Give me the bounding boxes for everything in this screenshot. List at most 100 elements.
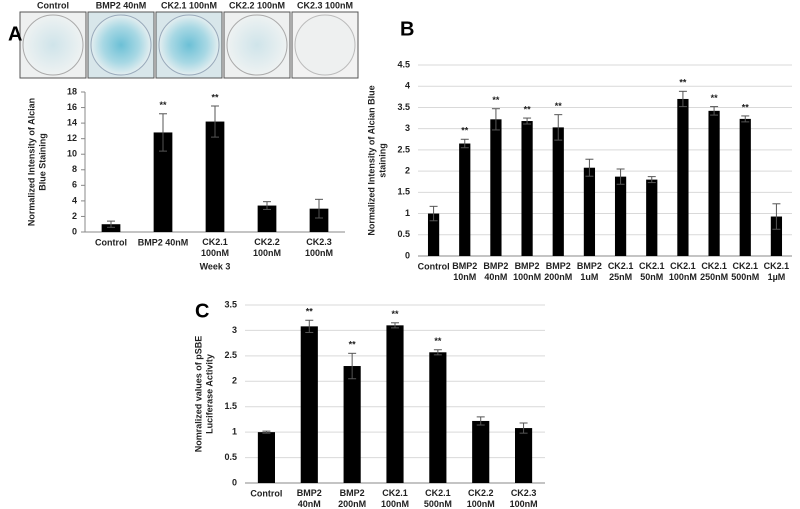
y-axis-label-line: Luciferase Activity <box>205 354 215 434</box>
x-tick-label: CK2.1 25nM <box>608 261 634 282</box>
y-tick-label: 14 <box>67 117 77 127</box>
bar <box>205 121 225 232</box>
significance-marker: ** <box>524 104 532 114</box>
x-tick-label-line: CK2.1 <box>670 261 696 271</box>
y-tick-label: 1 <box>405 208 410 218</box>
bar <box>677 98 689 256</box>
x-tick-label: BMP2 200nM <box>544 261 572 282</box>
y-tick-label: 1.5 <box>397 187 410 197</box>
bar <box>257 432 275 483</box>
x-tick-label-line: CK2.2 <box>254 237 280 247</box>
significance-marker: ** <box>492 95 500 105</box>
y-tick-label: 12 <box>67 133 77 143</box>
bar <box>101 224 121 232</box>
image-label: CK2.1 100nM <box>161 0 217 10</box>
x-tick-label-line: BMP2 <box>297 488 322 498</box>
significance-marker: ** <box>349 340 357 350</box>
y-axis-label-line: Nomralized values of pSBE <box>194 336 204 453</box>
bar <box>257 205 277 232</box>
bar <box>490 119 502 256</box>
x-tick-label: BMP2 1uM <box>577 261 602 282</box>
y-axis-label-line: Normalized Intensity of Alcian Blue <box>367 85 377 235</box>
y-tick-label: 1 <box>232 427 237 437</box>
dish <box>90 14 152 76</box>
x-tick-label-line: CK2.1 <box>701 261 727 271</box>
y-tick-label: 0.5 <box>224 452 237 462</box>
y-tick-label: 3 <box>232 325 237 335</box>
image-label: BMP2 40nM <box>96 0 147 10</box>
x-tick-label-line: 100nM <box>381 499 409 509</box>
x-tick-label-line: CK2.1 <box>732 261 758 271</box>
x-tick-label: CK2.3 100nM <box>305 237 333 258</box>
x-tick-label-line: 100nM <box>669 272 697 282</box>
y-axis-label-line: Blue Staining <box>38 133 48 191</box>
y-axis-label-line: staining <box>378 143 388 178</box>
bar <box>521 121 533 256</box>
x-tick-label-line: 250nM <box>700 272 728 282</box>
y-tick-label: 1.5 <box>224 401 237 411</box>
x-tick-label-line: 200nM <box>544 272 572 282</box>
x-tick-label-line: 50nM <box>640 272 663 282</box>
y-tick-label: 2.5 <box>397 144 410 154</box>
bar <box>515 428 533 483</box>
significance-marker: ** <box>555 101 563 111</box>
y-axis-label: Normalized Intensity of AlcianBlue Stain… <box>27 98 48 226</box>
y-tick-label: 3.5 <box>224 299 237 309</box>
y-tick-label: 0 <box>72 226 77 236</box>
x-tick-label-line: 100nM <box>201 248 229 258</box>
y-tick-label: 2.5 <box>224 350 237 360</box>
significance-marker: ** <box>711 93 719 103</box>
x-tick-label-line: 1uM <box>580 272 598 282</box>
x-tick-label-line: 40nM <box>484 272 507 282</box>
x-tick-label-line: 100nM <box>513 272 541 282</box>
y-tick-label: 16 <box>67 102 77 112</box>
x-tick-label: BMP2 40nM <box>483 261 508 282</box>
y-tick-label: 10 <box>67 149 77 159</box>
x-tick-label-line: CK2.1 <box>202 237 228 247</box>
dish <box>158 14 220 76</box>
y-axis-label: Normalized Intensity of Alcian Bluestain… <box>367 85 388 235</box>
image-label: Control <box>37 0 69 10</box>
x-tick-label-line: 1µM <box>768 272 786 282</box>
bar <box>343 366 361 483</box>
bar <box>429 352 447 483</box>
x-tick-label: CK2.1 500nM <box>424 488 452 509</box>
significance-marker: ** <box>306 307 314 317</box>
bar <box>153 132 173 232</box>
x-axis-label: Week 3 <box>200 261 231 271</box>
x-tick-label-line: 10nM <box>453 272 476 282</box>
y-tick-label: 6 <box>72 180 77 190</box>
x-tick-label: CK2.1 50nM <box>639 261 665 282</box>
x-tick-label-line: 40nM <box>298 499 321 509</box>
y-tick-label: 18 <box>67 86 77 96</box>
x-tick-label: CK2.1 100nM <box>669 261 697 282</box>
x-tick-label: CK2.1 100nM <box>201 237 229 258</box>
bar <box>552 127 564 256</box>
x-tick-label-line: BMP2 <box>515 261 540 271</box>
x-tick-label: Control <box>250 488 282 498</box>
x-tick-label: BMP2 40nM <box>297 488 322 509</box>
significance-marker: ** <box>434 336 442 346</box>
x-tick-label-line: 100nM <box>510 499 538 509</box>
panel-label: C <box>195 300 209 322</box>
significance-marker: ** <box>391 309 399 319</box>
y-axis-label-line: Normalized Intensity of Alcian <box>27 98 37 226</box>
x-tick-label-line: 25nM <box>609 272 632 282</box>
bar <box>309 208 329 232</box>
x-tick-label-line: CK2.3 <box>511 488 537 498</box>
y-tick-label: 4 <box>72 195 77 205</box>
y-tick-label: 0 <box>405 250 410 260</box>
bar <box>472 420 490 483</box>
x-tick-label: CK2.1 100nM <box>381 488 409 509</box>
x-tick-label-line: 100nM <box>467 499 495 509</box>
significance-marker: ** <box>679 78 687 88</box>
bar <box>459 143 471 256</box>
x-tick-label: BMP2 100nM <box>513 261 541 282</box>
y-tick-label: 2 <box>232 376 237 386</box>
x-tick-label-line: CK2.2 <box>468 488 494 498</box>
y-tick-label: 8 <box>72 164 77 174</box>
significance-marker: ** <box>211 92 219 102</box>
image-label: CK2.3 100nM <box>297 0 353 10</box>
x-tick-label: BMP2 10nM <box>452 261 477 282</box>
